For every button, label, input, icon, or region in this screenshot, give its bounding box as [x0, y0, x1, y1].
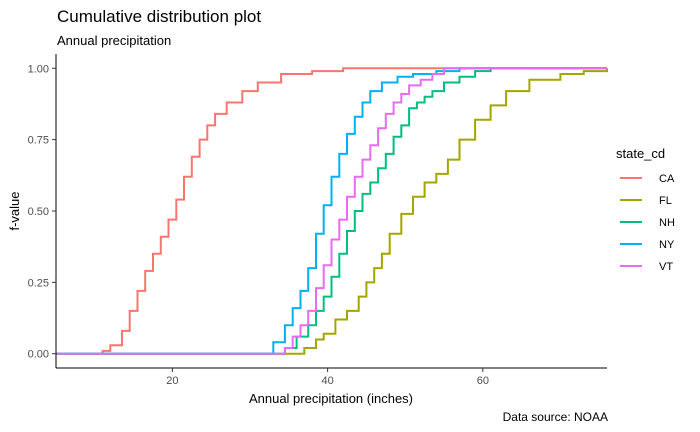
series-line-ca [75, 67, 607, 355]
legend-label-nh: NH [659, 217, 675, 229]
plot-lines [56, 67, 608, 355]
x-tick-label: 60 [477, 375, 489, 387]
legend-label-vt: VT [659, 261, 673, 273]
legend-title: state_cd [616, 146, 665, 161]
chart-caption: Data source: NOAA [502, 410, 608, 424]
x-ticks: 20 40 60 [166, 368, 489, 387]
legend: CA FL NH NY VT [620, 173, 675, 273]
series-line-vt [56, 67, 607, 355]
y-axis-title: f-value [7, 191, 22, 230]
y-ticks: 0.00 0.25 0.50 0.75 1.00 [28, 63, 56, 361]
y-tick-label: 0.50 [28, 206, 49, 218]
legend-label-fl: FL [659, 195, 672, 207]
legend-label-ny: NY [659, 239, 675, 251]
series-line-ny [56, 67, 607, 355]
chart-title: Cumulative distribution plot [57, 7, 262, 26]
y-tick-label: 0.25 [28, 277, 49, 289]
y-tick-label: 0.00 [28, 349, 49, 361]
legend-label-ca: CA [659, 173, 675, 185]
x-tick-label: 20 [166, 375, 178, 387]
series-line-nh [56, 67, 607, 355]
y-tick-label: 0.75 [28, 135, 49, 147]
chart-subtitle: Annual precipitation [57, 33, 172, 48]
x-tick-label: 40 [321, 375, 333, 387]
x-axis-title: Annual precipitation (inches) [249, 391, 413, 406]
series-line-fl [56, 68, 608, 355]
y-tick-label: 1.00 [28, 63, 49, 75]
